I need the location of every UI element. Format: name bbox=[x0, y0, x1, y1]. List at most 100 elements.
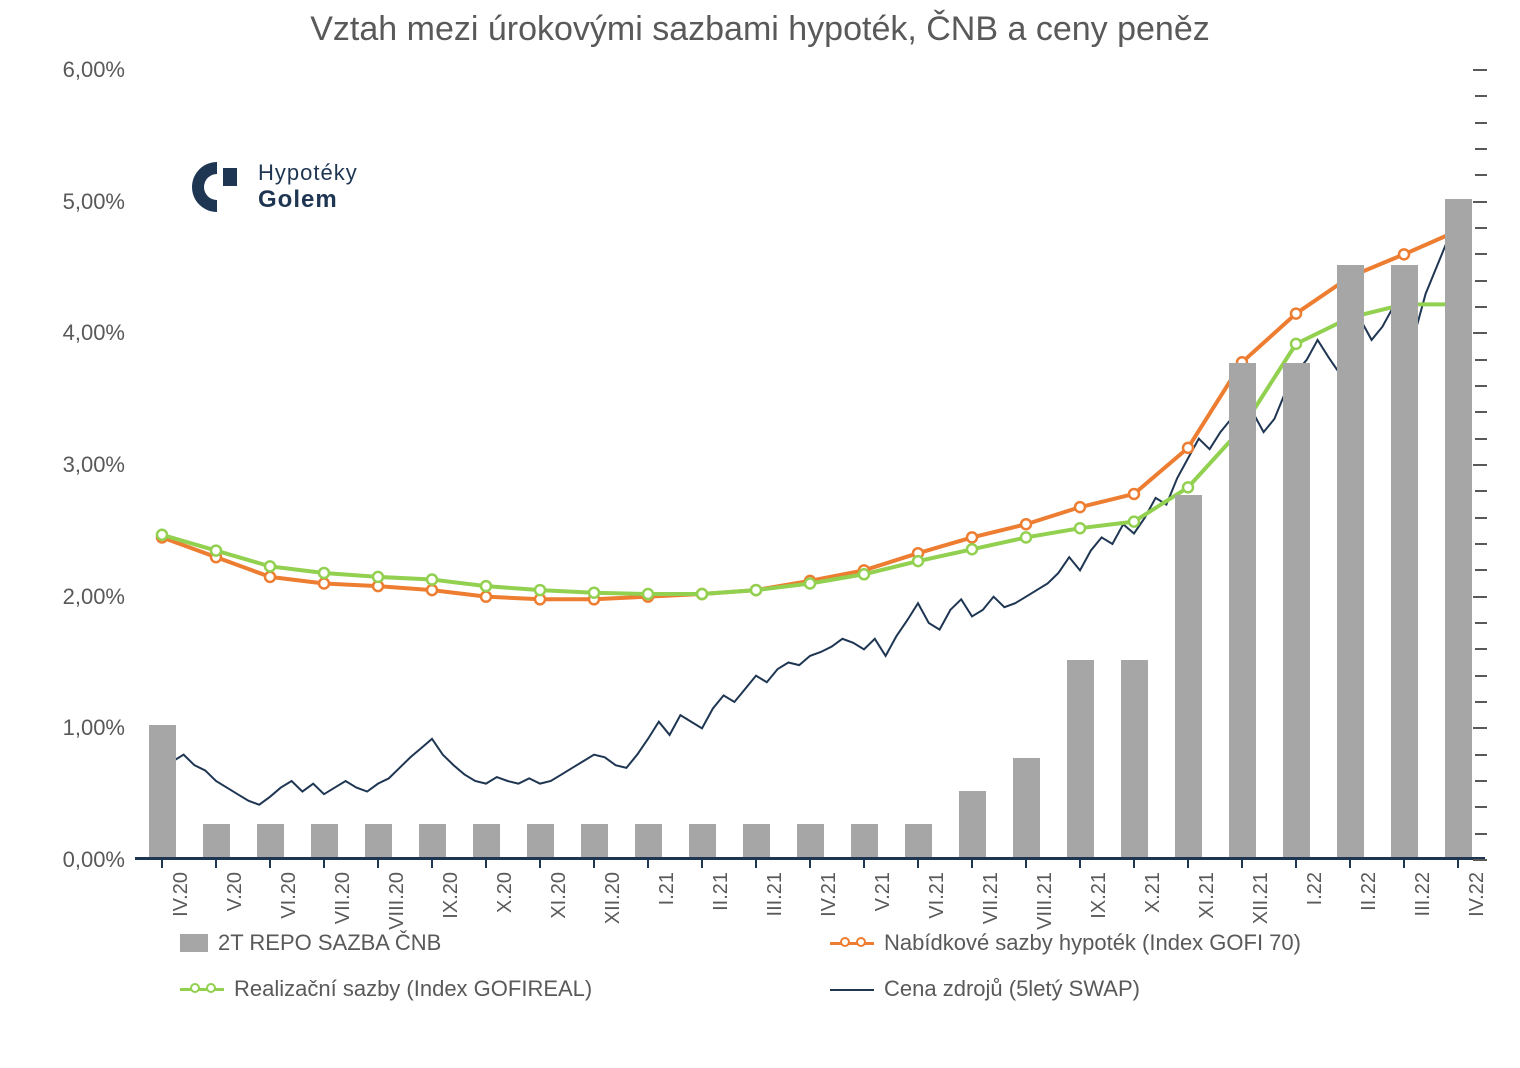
legend-item-line1: Realizační sazby (Index GOFIREAL) bbox=[180, 976, 830, 1002]
x-tick-label: I.22 bbox=[1304, 872, 1327, 905]
legend-swatch-swap bbox=[830, 979, 874, 999]
series-line-1 bbox=[162, 304, 1458, 594]
x-tick-label: II.21 bbox=[710, 872, 733, 911]
legend-swatch-line1 bbox=[180, 979, 224, 999]
legend-label: Cena zdrojů (5letý SWAP) bbox=[884, 976, 1140, 1002]
series-marker bbox=[427, 585, 437, 595]
x-tick-label: X.21 bbox=[1142, 872, 1165, 913]
x-tick-label: IV.20 bbox=[170, 872, 193, 917]
legend-swatch-line0 bbox=[830, 933, 874, 953]
legend-item-line0: Nabídkové sazby hypoték (Index GOFI 70) bbox=[830, 930, 1480, 956]
series-marker bbox=[1075, 523, 1085, 533]
series-marker bbox=[265, 561, 275, 571]
x-tick-label: VII.20 bbox=[332, 872, 355, 924]
y-tick-label: 5,00% bbox=[20, 189, 125, 215]
bar bbox=[689, 824, 716, 857]
series-marker bbox=[1399, 249, 1409, 259]
series-marker bbox=[1129, 517, 1139, 527]
bar bbox=[1391, 265, 1418, 858]
bar bbox=[1067, 660, 1094, 858]
bar bbox=[581, 824, 608, 857]
x-tick-label: XII.20 bbox=[602, 872, 625, 924]
bar bbox=[149, 725, 176, 857]
logo-icon bbox=[190, 160, 244, 214]
bar bbox=[1337, 265, 1364, 858]
bar bbox=[419, 824, 446, 857]
series-marker bbox=[1129, 489, 1139, 499]
y-tick-label: 4,00% bbox=[20, 320, 125, 346]
x-tick-label: VII.21 bbox=[980, 872, 1003, 924]
legend-swatch-bar bbox=[180, 934, 208, 952]
y-tick-label: 0,00% bbox=[20, 847, 125, 873]
bar bbox=[905, 824, 932, 857]
series-marker bbox=[913, 556, 923, 566]
logo-text: Hypotéky Golem bbox=[258, 160, 358, 214]
x-tick-label: VI.21 bbox=[926, 872, 949, 919]
series-marker bbox=[373, 572, 383, 582]
y-tick-label: 3,00% bbox=[20, 452, 125, 478]
bar bbox=[365, 824, 392, 857]
series-marker bbox=[751, 585, 761, 595]
bar bbox=[257, 824, 284, 857]
y-tick-label: 6,00% bbox=[20, 57, 125, 83]
bar bbox=[527, 824, 554, 857]
x-tick-label: VI.20 bbox=[278, 872, 301, 919]
series-marker bbox=[1021, 532, 1031, 542]
x-tick-label: XI.21 bbox=[1196, 872, 1219, 919]
x-tick-label: IV.21 bbox=[818, 872, 841, 917]
x-tick-label: II.22 bbox=[1358, 872, 1381, 911]
x-tick-label: V.20 bbox=[224, 872, 247, 911]
x-tick-label: VIII.21 bbox=[1034, 872, 1057, 930]
bar bbox=[1175, 495, 1202, 857]
series-marker bbox=[211, 546, 221, 556]
x-tick-label: X.20 bbox=[494, 872, 517, 913]
bar bbox=[1445, 199, 1472, 857]
x-tick-label: XI.20 bbox=[548, 872, 571, 919]
bar bbox=[851, 824, 878, 857]
bar bbox=[743, 824, 770, 857]
bar bbox=[311, 824, 338, 857]
bar bbox=[1013, 758, 1040, 857]
bar bbox=[1283, 363, 1310, 857]
x-tick-label: III.21 bbox=[764, 872, 787, 916]
series-marker bbox=[1291, 339, 1301, 349]
bar bbox=[1121, 660, 1148, 858]
x-tick-label: IX.20 bbox=[440, 872, 463, 919]
series-marker bbox=[157, 530, 167, 540]
x-tick-label: IX.21 bbox=[1088, 872, 1111, 919]
series-marker bbox=[967, 544, 977, 554]
legend-label: Realizační sazby (Index GOFIREAL) bbox=[234, 976, 592, 1002]
chart-container: Hypotéky Golem 0,00% 1,00% 2,00% 3,00% 4,00%… bbox=[20, 60, 1500, 920]
series-marker bbox=[319, 568, 329, 578]
bar bbox=[203, 824, 230, 857]
series-marker bbox=[967, 532, 977, 542]
series-marker bbox=[697, 589, 707, 599]
legend: 2T REPO SAZBA ČNB Nabídkové sazby hypoté… bbox=[180, 930, 1480, 1002]
swap-line bbox=[162, 241, 1458, 805]
x-tick-label: V.21 bbox=[872, 872, 895, 911]
x-tick-label: IV.22 bbox=[1466, 872, 1489, 917]
y-tick-label: 2,00% bbox=[20, 584, 125, 610]
bar bbox=[635, 824, 662, 857]
bar bbox=[959, 791, 986, 857]
series-marker bbox=[1291, 309, 1301, 319]
series-marker bbox=[643, 589, 653, 599]
x-tick-label: VIII.20 bbox=[386, 872, 409, 930]
series-marker bbox=[427, 575, 437, 585]
series-marker bbox=[859, 569, 869, 579]
series-marker bbox=[481, 592, 491, 602]
legend-item-swap: Cena zdrojů (5letý SWAP) bbox=[830, 976, 1480, 1002]
x-tick-label: I.21 bbox=[656, 872, 679, 905]
series-marker bbox=[265, 572, 275, 582]
series-marker bbox=[589, 588, 599, 598]
y-tick-label: 1,00% bbox=[20, 715, 125, 741]
chart-title: Vztah mezi úrokovými sazbami hypoték, ČN… bbox=[0, 0, 1520, 49]
logo-line2: Golem bbox=[258, 186, 358, 214]
legend-label: Nabídkové sazby hypoték (Index GOFI 70) bbox=[884, 930, 1301, 956]
series-marker bbox=[1183, 482, 1193, 492]
x-tick-label: XII.21 bbox=[1250, 872, 1273, 924]
logo: Hypotéky Golem bbox=[190, 160, 358, 214]
x-tick-label: III.22 bbox=[1412, 872, 1435, 916]
series-marker bbox=[319, 579, 329, 589]
legend-item-bar: 2T REPO SAZBA ČNB bbox=[180, 930, 830, 956]
